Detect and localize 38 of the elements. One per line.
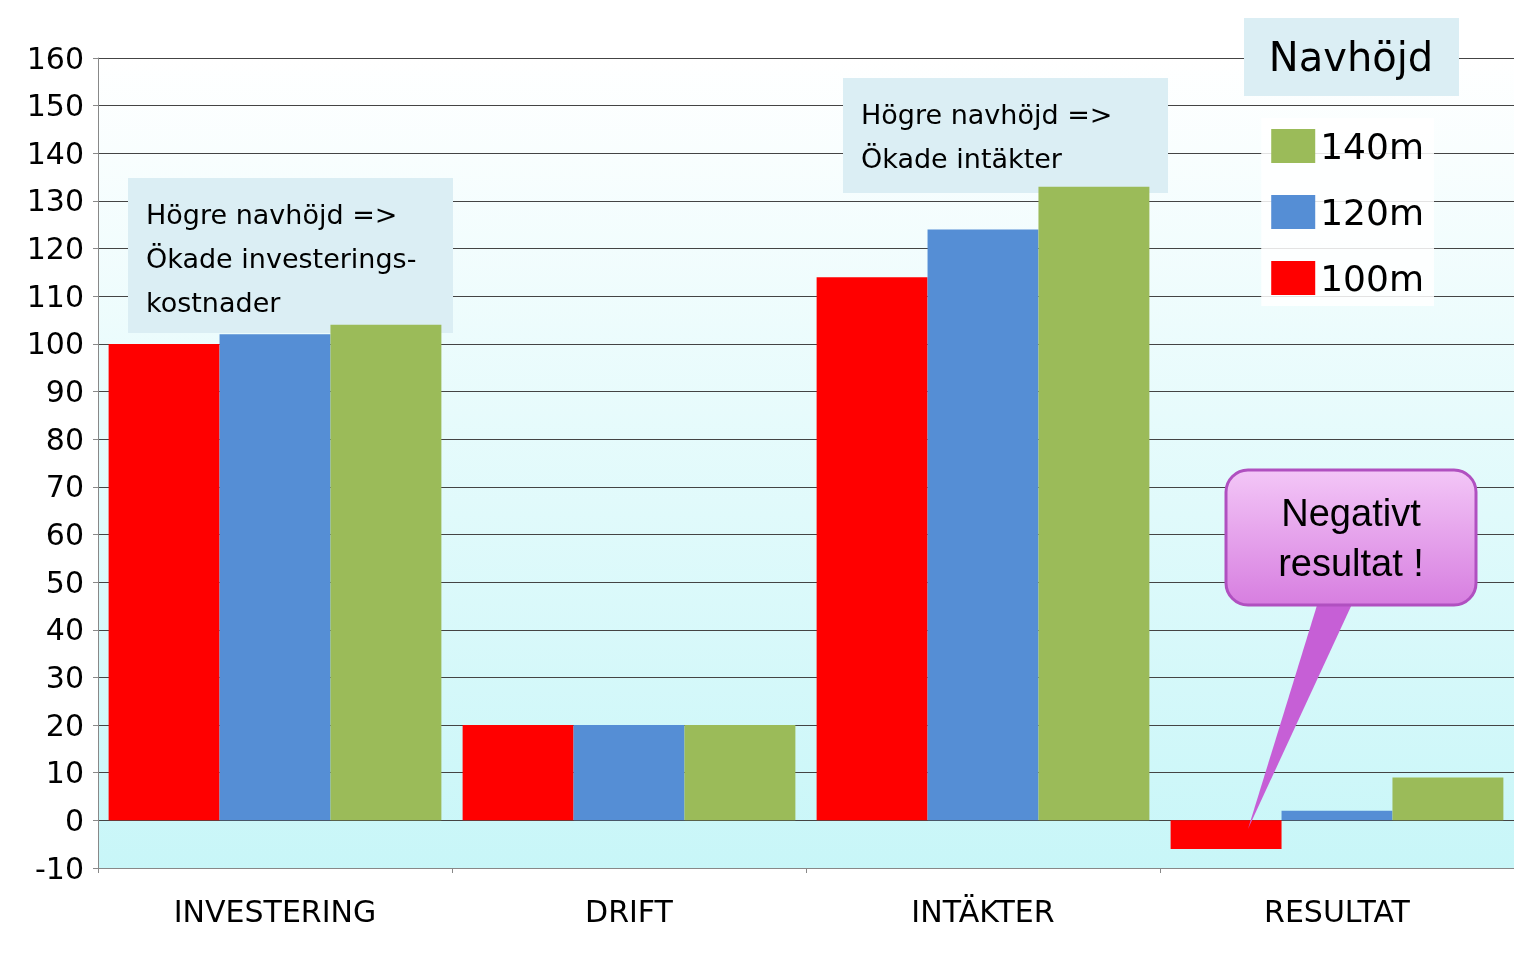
- y-tick-label: 50: [45, 564, 84, 600]
- bar: [573, 725, 685, 821]
- y-tick-label: 80: [45, 421, 84, 457]
- y-tick-label: 60: [45, 516, 84, 552]
- annotation: Högre navhöjd => Ökade intäkter: [861, 98, 1113, 174]
- y-tick-label: 160: [26, 40, 84, 76]
- y-tick-label: 140: [26, 135, 84, 171]
- y-tick-label: 70: [45, 469, 84, 505]
- legend-label: 140m: [1320, 125, 1424, 167]
- y-tick-label: 130: [26, 183, 84, 219]
- y-tick-label: 20: [45, 707, 84, 743]
- y-tick-label: 150: [26, 88, 84, 124]
- bar: [1170, 820, 1282, 849]
- y-tick-label: 30: [45, 659, 84, 695]
- x-tick-label: RESULTAT: [1264, 893, 1411, 929]
- annotation: Högre navhöjd => Ökade investerings- kostnader: [146, 198, 417, 318]
- x-tick-label: INVESTERING: [173, 893, 377, 929]
- bar: [108, 343, 220, 821]
- y-tick-label: 90: [45, 374, 84, 410]
- annotation: Negativt resultat !: [1226, 470, 1476, 605]
- y-tick-label: 0: [64, 802, 84, 838]
- bar: [1281, 810, 1393, 821]
- bar: [462, 725, 574, 821]
- x-tick-label: DRIFT: [585, 893, 674, 929]
- y-tick-label: -10: [35, 850, 84, 886]
- bar: [1392, 777, 1504, 821]
- legend-title: Navhöjd: [1268, 34, 1434, 80]
- y-tick-label: 110: [26, 278, 84, 314]
- y-tick-label: 40: [45, 612, 84, 648]
- legend-label: 120m: [1320, 191, 1424, 233]
- bar: [927, 229, 1039, 821]
- legend-label: 100m: [1320, 257, 1424, 299]
- bar: [684, 725, 796, 821]
- y-tick-label: 100: [26, 326, 84, 362]
- y-tick-label: 10: [45, 755, 84, 791]
- y-tick-label: 120: [26, 231, 84, 267]
- x-tick-label: INTÄKTER: [911, 893, 1055, 929]
- bar: [816, 277, 928, 821]
